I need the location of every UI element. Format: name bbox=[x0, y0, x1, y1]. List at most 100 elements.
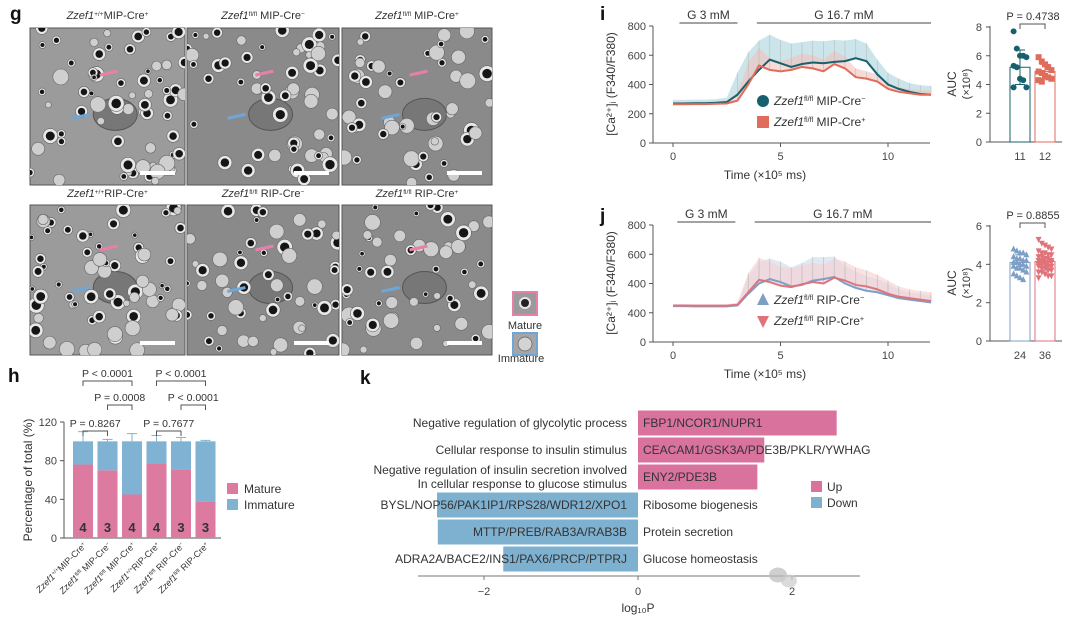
genotype-sup: +/+ bbox=[51, 567, 61, 577]
bar-immature bbox=[97, 441, 118, 471]
watermark-logo-icon bbox=[769, 567, 797, 588]
bar-immature bbox=[146, 441, 167, 464]
y-tick-label: 400 bbox=[628, 308, 646, 320]
legend-label: Down bbox=[827, 496, 858, 510]
data-point bbox=[1048, 252, 1055, 259]
dense-core bbox=[312, 229, 321, 238]
genotype-driver: MIP-Cre bbox=[813, 94, 861, 108]
dense-core bbox=[221, 59, 229, 67]
genotype-sup: +/+ bbox=[125, 566, 135, 576]
dense-core bbox=[118, 205, 128, 215]
mature-arrow-icon bbox=[255, 69, 274, 77]
data-point bbox=[1042, 72, 1048, 79]
dense-core bbox=[129, 312, 138, 321]
dense-core bbox=[95, 312, 103, 321]
panel-k-enrichment-chart: Negative regulation of glycolytic proces… bbox=[374, 410, 870, 615]
dense-core bbox=[288, 68, 297, 77]
p-value-label: P = 0.7677 bbox=[143, 418, 194, 430]
data-point bbox=[1048, 273, 1055, 280]
dense-core bbox=[164, 88, 170, 94]
immature-granule bbox=[273, 337, 289, 353]
immature-granule bbox=[468, 126, 483, 140]
immature-granule bbox=[317, 219, 327, 229]
dense-core bbox=[312, 303, 317, 307]
p-value-label: P = 0.8267 bbox=[70, 418, 121, 430]
significance-bracket bbox=[107, 404, 133, 410]
granules bbox=[342, 205, 492, 355]
dense-core bbox=[177, 224, 184, 232]
significance-bracket bbox=[156, 380, 206, 386]
data-point bbox=[1023, 257, 1030, 263]
dense-core bbox=[316, 153, 321, 159]
data-point bbox=[1023, 54, 1030, 61]
scale-bar bbox=[294, 171, 329, 175]
y-tick-label: 40 bbox=[45, 494, 57, 506]
dense-core bbox=[163, 210, 169, 216]
dense-core bbox=[34, 267, 42, 275]
gene-list-label: BYSL/NOP56/PAK1IP1/RPS28/WDR12/XPO1 bbox=[380, 498, 627, 512]
immature-granule bbox=[177, 87, 185, 102]
immature-granule bbox=[103, 29, 112, 37]
wechat-bubble-icon bbox=[781, 574, 797, 588]
immature-granule bbox=[459, 28, 475, 40]
micrograph-image bbox=[341, 27, 493, 186]
y-tick-label: 400 bbox=[628, 279, 646, 291]
dense-core bbox=[376, 301, 381, 306]
bar-immature bbox=[73, 441, 93, 465]
genotype-driver: RIP-Cre bbox=[104, 188, 144, 200]
dense-core bbox=[426, 174, 432, 181]
genotype-driver: RIP-Cre bbox=[412, 188, 455, 200]
panel-label-g: g bbox=[10, 4, 22, 25]
dense-core bbox=[208, 313, 214, 319]
data-point bbox=[1035, 275, 1042, 282]
series-line bbox=[673, 57, 932, 105]
immature-granule bbox=[144, 89, 154, 99]
dense-core bbox=[53, 37, 60, 43]
data-point bbox=[1042, 271, 1048, 278]
genotype-sup: fl/fl bbox=[403, 11, 412, 18]
dense-core bbox=[77, 107, 86, 116]
genotype-sup: fl/fl bbox=[804, 314, 814, 323]
immature-granule bbox=[484, 98, 492, 108]
dense-core bbox=[45, 228, 51, 234]
data-point bbox=[1023, 268, 1030, 275]
bar-mature bbox=[122, 494, 142, 538]
dense-core bbox=[64, 226, 71, 233]
dense-core bbox=[420, 153, 427, 160]
genotype-sup: fl/fl bbox=[403, 189, 412, 196]
legend-label: Immature bbox=[244, 498, 295, 512]
immature-granule bbox=[433, 324, 441, 332]
dense-core bbox=[306, 349, 314, 355]
dense-core bbox=[175, 149, 183, 158]
immature-granule bbox=[212, 251, 228, 268]
immature-granule bbox=[124, 320, 141, 336]
data-point bbox=[1045, 74, 1052, 81]
data-point bbox=[1048, 267, 1055, 274]
dense-core bbox=[84, 249, 91, 256]
data-point bbox=[1048, 67, 1055, 74]
dense-core bbox=[143, 29, 150, 35]
dense-core bbox=[285, 293, 291, 300]
y-tick-label: 0 bbox=[640, 138, 646, 150]
dense-core bbox=[332, 301, 339, 308]
dense-core bbox=[441, 161, 447, 166]
stimulus-label: G 16.7 mM bbox=[814, 8, 873, 22]
y-tick-label: 600 bbox=[628, 50, 646, 62]
genotype-sup: +/+ bbox=[95, 189, 105, 196]
immature-granule bbox=[428, 44, 445, 61]
legend-swatch bbox=[227, 499, 238, 510]
dense-core bbox=[164, 112, 171, 119]
dense-core bbox=[362, 78, 370, 86]
genotype-gene: Zzef1 bbox=[220, 10, 249, 22]
auc-axis-label: AUC bbox=[945, 270, 959, 296]
data-point bbox=[1038, 70, 1045, 76]
dense-core bbox=[450, 301, 459, 309]
dense-core bbox=[160, 283, 164, 288]
immature-granule bbox=[128, 91, 136, 100]
genotype-sup: fl/fl bbox=[74, 569, 83, 578]
data-point bbox=[1010, 253, 1017, 260]
p-value-label: P < 0.0001 bbox=[82, 368, 133, 380]
bar-mature bbox=[73, 464, 93, 538]
dense-core bbox=[238, 79, 244, 85]
